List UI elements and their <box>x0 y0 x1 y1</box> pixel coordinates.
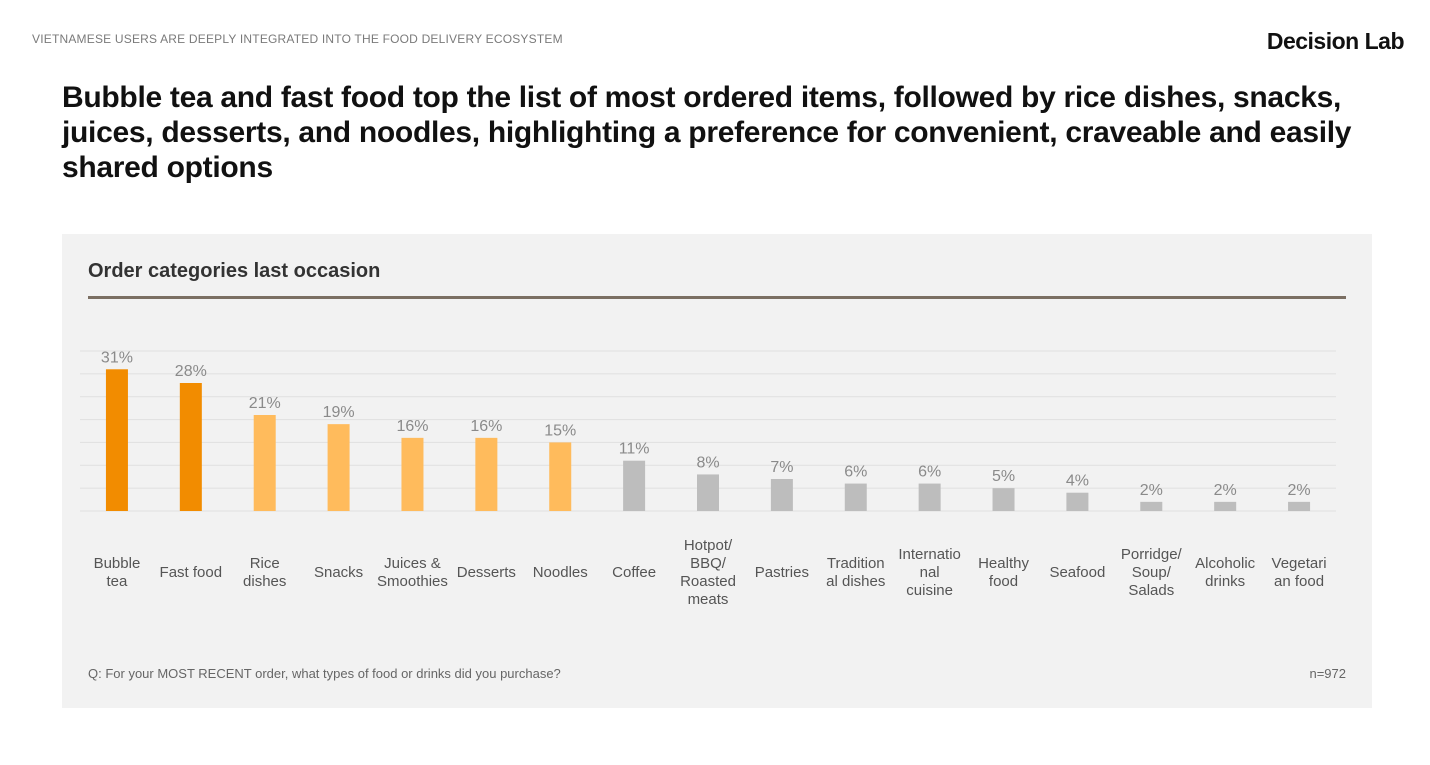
bar <box>327 424 350 511</box>
category-label-line: Healthy <box>978 555 1029 572</box>
category-label-line: dishes <box>243 573 286 590</box>
bar <box>105 369 128 511</box>
slide-topline: VIETNAMESE USERS ARE DEEPLY INTEGRATED I… <box>32 32 563 46</box>
survey-question-footnote: Q: For your MOST RECENT order, what type… <box>88 666 561 681</box>
value-label: 2% <box>1214 482 1237 499</box>
value-label: 7% <box>770 459 793 476</box>
category-label-line: Tradition <box>827 555 885 572</box>
bar <box>1214 501 1237 511</box>
category-label-line: Porridge/ <box>1121 546 1183 563</box>
chart-title: Order categories last occasion <box>88 260 381 282</box>
sample-size: n=972 <box>1309 666 1346 681</box>
value-label: 6% <box>918 464 941 481</box>
bar <box>179 383 202 511</box>
bar <box>1140 501 1163 511</box>
bar <box>1288 501 1311 511</box>
bar <box>253 415 276 511</box>
value-label: 15% <box>544 422 576 439</box>
category-label: Porridge/Soup/Salads <box>1121 546 1183 599</box>
category-label-line: meats <box>688 591 729 608</box>
category-label: Internatio nal cuisine <box>898 546 961 599</box>
category-label-line: Salads <box>1128 582 1174 599</box>
category-label-line: al dishes <box>826 573 885 590</box>
category-label: Alcoholic drinks <box>1195 555 1256 590</box>
category-label: Tradition al dishes <box>826 555 885 590</box>
value-label: 19% <box>323 404 355 421</box>
bar <box>992 488 1015 511</box>
value-label: 4% <box>1066 473 1089 490</box>
value-label: 11% <box>619 441 650 458</box>
category-label-line: Hotpot/ <box>684 537 733 554</box>
value-label: 8% <box>696 454 719 471</box>
category-label-line: Rice <box>250 555 280 572</box>
category-label-line: BBQ/ <box>690 555 727 572</box>
value-label: 2% <box>1140 482 1163 499</box>
category-label-line: an food <box>1274 573 1324 590</box>
value-label: 6% <box>844 464 867 481</box>
value-label: 31% <box>101 349 133 366</box>
slide-headline: Bubble tea and fast food top the list of… <box>62 81 1352 184</box>
category-label: Seafood <box>1049 564 1105 581</box>
value-label: 16% <box>396 418 428 435</box>
bar <box>475 437 498 511</box>
category-label: Pastries <box>755 564 809 581</box>
category-label: Vegetari an food <box>1272 555 1327 590</box>
category-label-line: Alcoholic <box>1195 555 1256 572</box>
category-label-line: Seafood <box>1049 564 1105 581</box>
category-label: Bubble tea <box>94 555 141 590</box>
category-label-line: Fast food <box>160 564 223 581</box>
category-label-line: Smoothies <box>377 573 448 590</box>
category-label: Healthy food <box>978 555 1029 590</box>
title-divider <box>88 296 1346 299</box>
bar <box>1066 492 1089 511</box>
value-label: 5% <box>992 468 1015 485</box>
category-label-line: Desserts <box>457 564 516 581</box>
bar <box>549 442 572 511</box>
category-label-line: cuisine <box>906 582 953 599</box>
category-label: Juices & Smoothies <box>377 555 448 590</box>
category-label-line: Bubble <box>94 555 141 572</box>
category-label-line: Roasted <box>680 573 736 590</box>
category-label-line: nal <box>920 564 940 581</box>
category-label-line: Vegetari <box>1272 555 1327 572</box>
bar <box>844 483 867 511</box>
bar <box>697 474 719 511</box>
category-label: Fast food <box>160 564 223 581</box>
category-label-line: Snacks <box>314 564 363 581</box>
bar <box>770 479 793 511</box>
category-label-line: drinks <box>1205 573 1245 590</box>
category-label: Hotpot/BBQ/Roasted meats <box>680 537 736 608</box>
value-label: 28% <box>175 363 207 380</box>
chart-panel: Order categories last occasion 31% Bubble… <box>62 234 1372 708</box>
category-label-line: Internatio <box>898 546 961 563</box>
value-label: 2% <box>1287 482 1310 499</box>
category-label-line: food <box>989 573 1018 590</box>
bar <box>623 460 646 511</box>
bar-chart: 31% Bubble tea 28% Fast food 21% Rice dishes 19%… <box>80 349 1336 608</box>
category-label-line: Pastries <box>755 564 809 581</box>
bar <box>918 483 941 511</box>
category-label-line: Soup/ <box>1132 564 1172 581</box>
category-label-line: Juices & <box>384 555 441 572</box>
category-label-line: Noodles <box>533 564 588 581</box>
category-label: Rice dishes <box>243 555 286 590</box>
value-label: 16% <box>470 418 502 435</box>
category-label: Coffee <box>612 564 656 581</box>
category-label: Desserts <box>457 564 516 581</box>
category-label-line: tea <box>107 573 129 590</box>
value-label: 21% <box>249 395 281 412</box>
category-label: Noodles <box>533 564 588 581</box>
bar <box>401 437 424 511</box>
brand-logo: Decision Lab <box>1266 28 1405 54</box>
category-label-line: Coffee <box>612 564 656 581</box>
category-label: Snacks <box>314 564 363 581</box>
